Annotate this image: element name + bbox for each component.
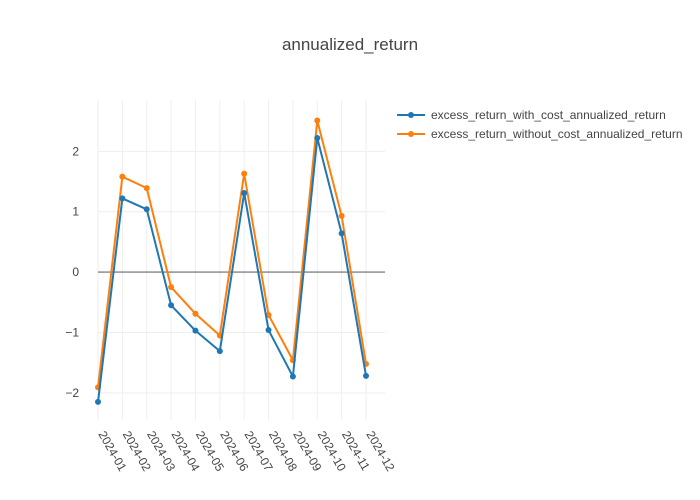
data-point	[338, 230, 345, 237]
legend-item[interactable]: excess_return_with_cost_annualized_retur…	[397, 108, 666, 122]
data-point	[119, 173, 126, 180]
legend-label: excess_return_without_cost_annualized_re…	[431, 127, 683, 141]
data-point	[192, 327, 199, 334]
data-point	[95, 398, 101, 405]
data-point	[363, 372, 369, 379]
data-point	[119, 195, 126, 202]
data-point	[192, 310, 199, 317]
x-gridlines	[97, 100, 367, 420]
y-tick-label: −1	[65, 325, 79, 339]
y-axis-ticks: −2 −1 0 1 2	[65, 144, 79, 400]
legend-label: excess_return_with_cost_annualized_retur…	[431, 108, 666, 122]
data-point	[265, 327, 272, 334]
data-point	[168, 302, 175, 309]
chart-title: annualized_return	[282, 35, 418, 54]
data-point	[143, 206, 150, 213]
data-point	[143, 185, 150, 192]
data-point	[216, 348, 223, 355]
data-point	[241, 170, 248, 177]
legend[interactable]: excess_return_with_cost_annualized_retur…	[397, 108, 683, 141]
data-point	[338, 212, 345, 219]
data-point	[289, 373, 296, 380]
series-line	[97, 137, 367, 403]
data-point	[168, 284, 175, 291]
y-tick-label: 0	[72, 265, 79, 279]
data-point	[314, 117, 321, 124]
series-line	[97, 119, 367, 388]
legend-marker	[408, 131, 414, 137]
x-axis-ticks: 2024-012024-022024-032024-042024-052024-…	[95, 429, 397, 474]
series-excess_return_without_cost_annualized_return	[95, 117, 369, 391]
y-tick-label: 1	[72, 205, 79, 219]
y-tick-label: −2	[65, 386, 79, 400]
y-tick-label: 2	[72, 144, 79, 158]
series-excess_return_with_cost_annualized_return	[95, 135, 369, 405]
legend-marker	[408, 112, 414, 118]
data-point	[314, 135, 321, 142]
legend-item[interactable]: excess_return_without_cost_annualized_re…	[397, 127, 683, 141]
series-layer	[95, 117, 369, 405]
data-point	[241, 189, 248, 196]
